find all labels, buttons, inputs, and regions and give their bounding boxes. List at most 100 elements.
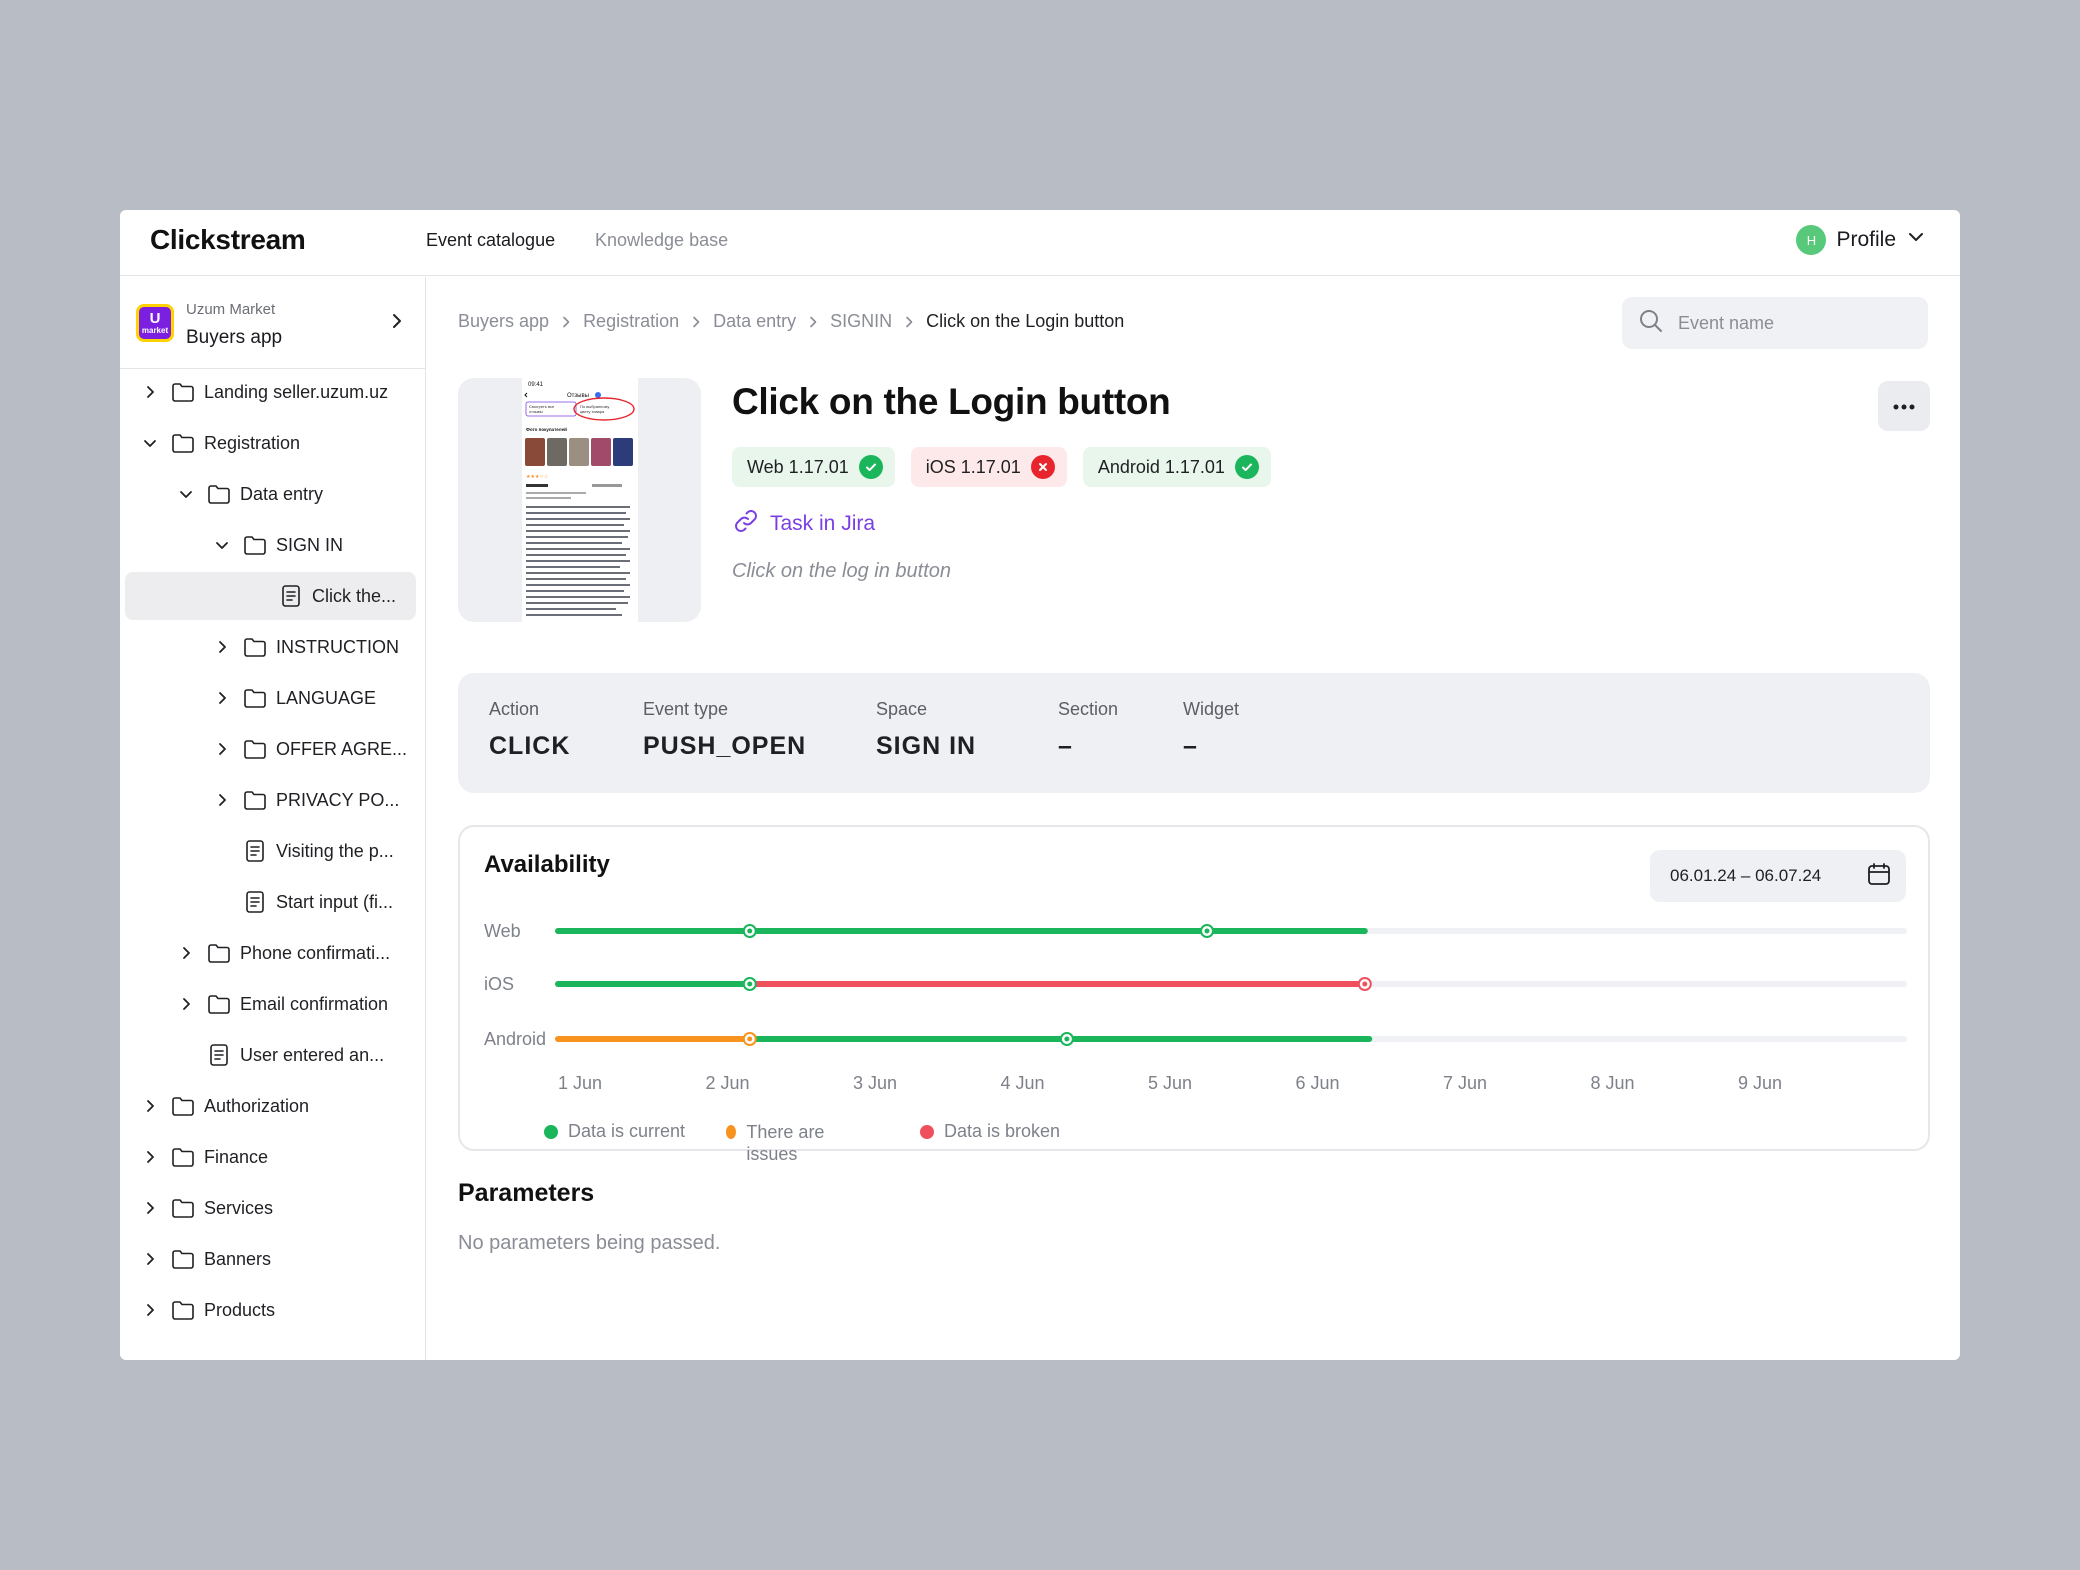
folder-icon — [242, 533, 268, 557]
tree-folder[interactable]: Email confirmation — [174, 980, 388, 1028]
platform-tag-web[interactable]: Web 1.17.01 — [732, 447, 895, 487]
chevron-down-icon[interactable] — [174, 482, 198, 506]
date-range-picker[interactable]: 06.01.24 – 06.07.24 — [1650, 850, 1906, 902]
svg-text:цвету товара: цвету товара — [580, 409, 605, 414]
event-title: Click on the Login button — [732, 381, 1171, 422]
tree-folder[interactable]: LANGUAGE — [210, 674, 376, 722]
chevron-right-icon[interactable] — [210, 737, 234, 761]
chevron-down-icon[interactable] — [210, 533, 234, 557]
chevron-right-icon[interactable] — [138, 1094, 162, 1118]
chevron-right-icon[interactable] — [138, 1145, 162, 1169]
tree-folder[interactable]: SIGN IN — [210, 521, 343, 569]
event-screenshot[interactable]: 09:41 Отзывы Смотреть все отзывы По выбр… — [458, 378, 701, 622]
tree-event[interactable]: Click the... — [125, 572, 416, 620]
legend-label: Data is current — [568, 1121, 686, 1141]
property-action: Action CLICK — [489, 699, 570, 761]
svg-text:Фото покупателей: Фото покупателей — [526, 426, 567, 432]
property-widget: Widget – — [1183, 699, 1239, 761]
breadcrumb-link[interactable]: SIGNIN — [830, 311, 893, 331]
document-icon — [242, 839, 268, 863]
chevron-down-icon — [1906, 227, 1926, 253]
folder-icon — [170, 431, 196, 455]
breadcrumb-link[interactable]: Registration — [583, 311, 680, 331]
availability-title: Availability — [484, 851, 610, 878]
tree-folder[interactable]: Registration — [138, 419, 300, 467]
chevron-right-icon[interactable] — [138, 1247, 162, 1271]
timeline-marker-dot — [747, 1036, 753, 1042]
tree-folder[interactable]: Landing seller.uzum.uz — [138, 368, 388, 416]
breadcrumb: Buyers app Registration Data entry SIGNIN Cl… — [458, 311, 1124, 332]
event-properties: Action CLICK Event type PUSH_OPEN Space … — [458, 673, 1930, 793]
folder-icon — [170, 1094, 196, 1118]
chevron-right-icon[interactable] — [210, 788, 234, 812]
property-section: Section – — [1058, 699, 1118, 761]
tree-event[interactable]: User entered an... — [174, 1031, 384, 1079]
folder-icon — [170, 1298, 196, 1322]
workspace-switcher[interactable]: U market Uzum Market Buyers app — [120, 277, 425, 369]
chevron-right-icon[interactable] — [138, 1298, 162, 1322]
platform-tags: Web 1.17.01 iOS 1.17.01 Android 1.17.01 — [732, 447, 1271, 487]
legend-item-broken: Data is broken — [920, 1121, 1060, 1142]
tree-folder[interactable]: Authorization — [138, 1082, 309, 1130]
folder-icon — [242, 737, 268, 761]
svg-text:Отзывы: Отзывы — [567, 393, 589, 399]
svg-text:отзывы: отзывы — [529, 409, 543, 414]
property-value: PUSH_OPEN — [643, 732, 807, 760]
availability-panel: Availability 06.01.24 – 06.07.24 Web iOS A… — [458, 825, 1930, 1164]
workspace-org: Uzum Market — [186, 301, 276, 318]
chevron-right-icon[interactable] — [174, 992, 198, 1016]
tree-folder[interactable]: Data entry — [174, 470, 323, 518]
folder-icon — [242, 686, 268, 710]
search-box[interactable] — [1622, 297, 1928, 349]
calendar-icon — [1866, 861, 1892, 892]
parameters-empty-text: No parameters being passed. — [458, 1232, 721, 1254]
legend-item-issues: There are issues — [726, 1121, 846, 1165]
tree-folder[interactable]: Finance — [138, 1133, 268, 1181]
search-input[interactable] — [1678, 312, 1908, 334]
folder-icon — [206, 941, 232, 965]
tree-item-label: Email confirmation — [240, 993, 389, 1014]
breadcrumb-link[interactable]: Data entry — [713, 311, 797, 331]
workspace-logo: U market — [136, 304, 174, 342]
chevron-right-icon — [559, 315, 573, 329]
profile-menu[interactable]: H Profile — [1796, 225, 1926, 255]
property-value: SIGN IN — [876, 732, 977, 760]
tree-folder[interactable]: Phone confirmati... — [174, 929, 390, 977]
x-tick-label: 7 Jun — [1443, 1073, 1487, 1093]
app-logo[interactable]: Clickstream — [150, 224, 306, 255]
timeline-marker-dot — [747, 981, 753, 987]
nav-event-catalogue[interactable]: Event catalogue — [426, 230, 556, 250]
breadcrumb-link[interactable]: Buyers app — [458, 311, 550, 331]
property-label: Action — [489, 699, 540, 719]
platform-tag-ios[interactable]: iOS 1.17.01 — [910, 447, 1067, 487]
chevron-right-icon[interactable] — [210, 635, 234, 659]
check-circle-icon — [858, 455, 883, 479]
platform-tag-android[interactable]: Android 1.17.01 — [1082, 447, 1271, 487]
sidebar: U market Uzum Market Buyers app Landing … — [120, 277, 426, 1360]
tree-item-label: LANGUAGE — [276, 687, 377, 708]
timeline-marker-dot — [1064, 1036, 1070, 1042]
folder-icon — [170, 1145, 196, 1169]
chevron-right-icon[interactable] — [138, 1196, 162, 1220]
chevron-right-icon[interactable] — [210, 686, 234, 710]
chevron-down-icon[interactable] — [138, 431, 162, 455]
tree-folder[interactable]: INSTRUCTION — [210, 623, 399, 671]
tree-folder[interactable]: Banners — [138, 1235, 271, 1283]
nav-knowledge-base[interactable]: Knowledge base — [595, 230, 729, 250]
legend-label: There are issues — [746, 1122, 825, 1164]
tree-event[interactable]: Visiting the p... — [210, 827, 394, 875]
more-options-button[interactable] — [1878, 381, 1930, 431]
document-icon — [242, 890, 268, 914]
legend-dot — [544, 1125, 558, 1139]
tree-folder[interactable]: Services — [138, 1184, 273, 1232]
tree-event[interactable]: Start input (fi... — [210, 878, 393, 926]
property-label: Section — [1058, 699, 1119, 719]
chevron-right-icon[interactable] — [174, 941, 198, 965]
x-tick-label: 9 Jun — [1738, 1073, 1782, 1093]
chevron-right-icon[interactable] — [138, 380, 162, 404]
jira-link[interactable]: Task in Jira — [732, 507, 875, 541]
svg-text:★★★☆☆: ★★★☆☆ — [526, 474, 549, 480]
tree-folder[interactable]: Products — [138, 1286, 275, 1334]
tree-folder[interactable]: PRIVACY PO... — [210, 776, 399, 824]
tree-folder[interactable]: OFFER AGRE... — [210, 725, 407, 773]
